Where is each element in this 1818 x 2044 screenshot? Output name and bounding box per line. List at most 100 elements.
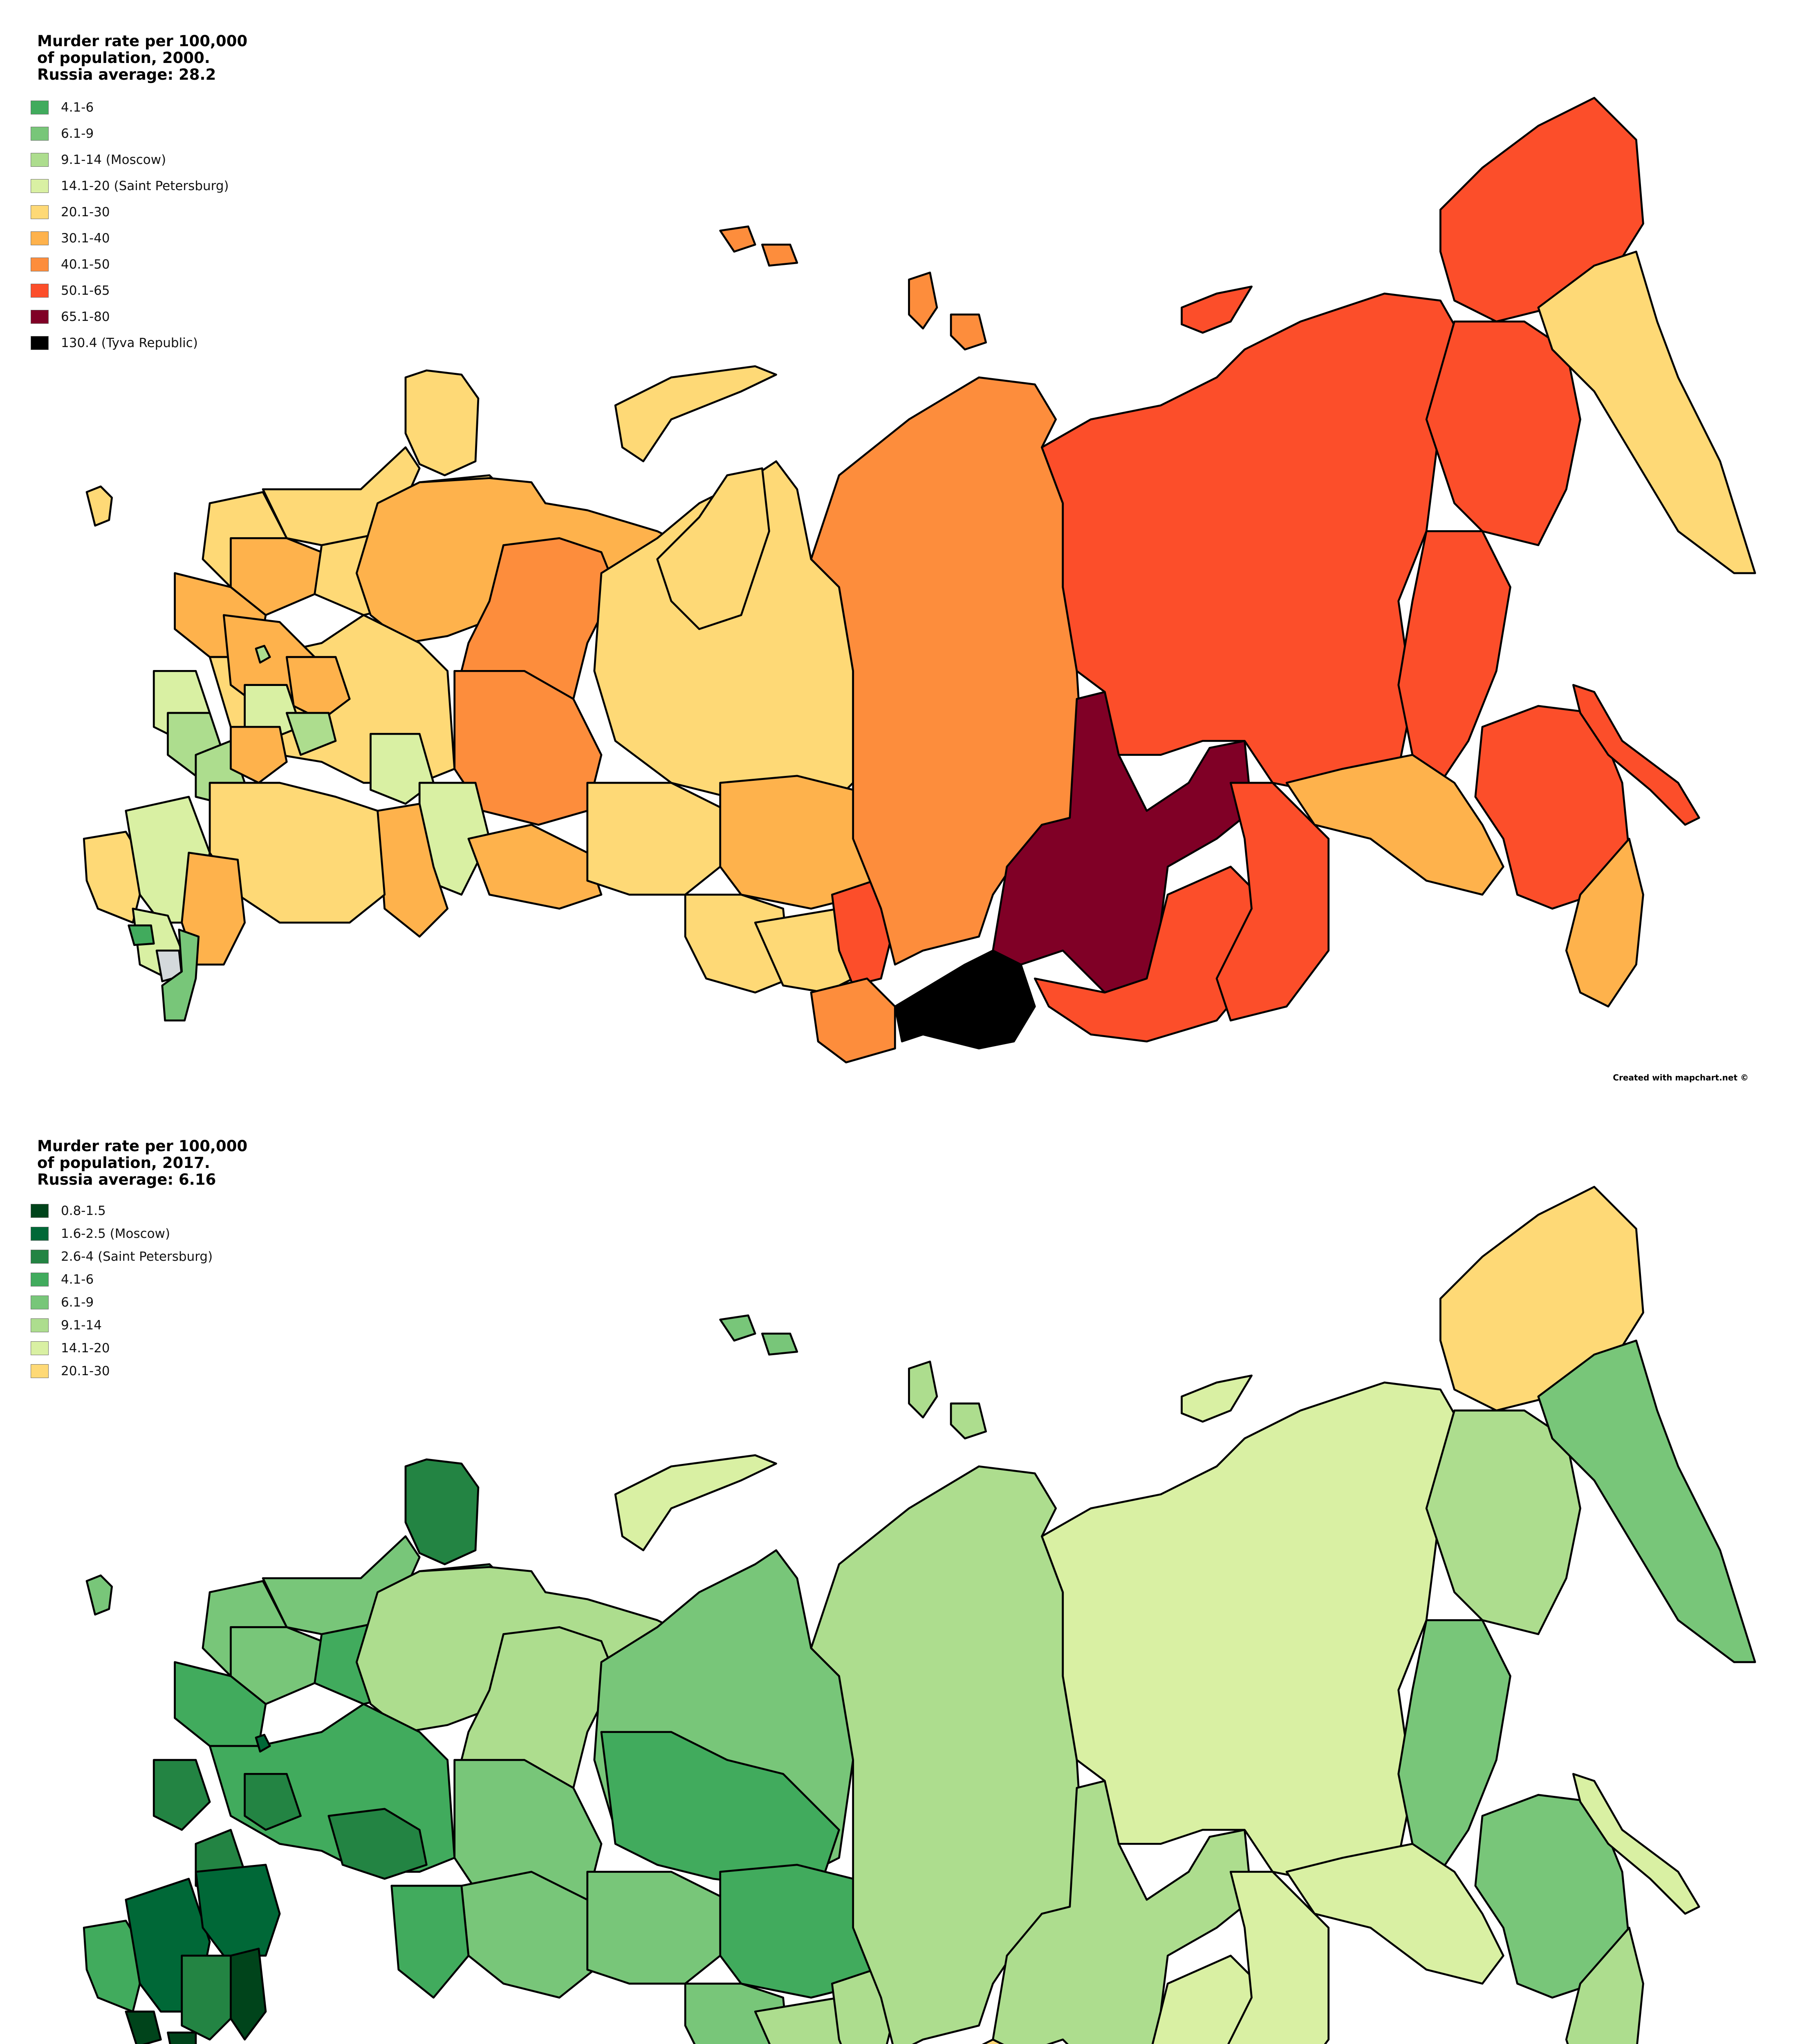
legend-swatch xyxy=(31,101,49,114)
region xyxy=(719,225,756,253)
map-panel-2017: Murder rate per 100,000 of population, 2… xyxy=(0,1103,1818,2044)
legend-item: 20.1-30 xyxy=(31,199,284,225)
region xyxy=(1215,782,1330,1022)
region xyxy=(230,1948,267,2041)
region xyxy=(1537,1339,1756,1663)
legend-label: 2.6-4 (Saint Petersburg) xyxy=(61,1249,213,1264)
legend-swatch xyxy=(31,1318,49,1332)
region xyxy=(85,1574,113,1616)
region xyxy=(1565,1927,1644,2044)
region-tyva xyxy=(982,2038,1004,2044)
region xyxy=(754,1997,850,2044)
legend-label: 50.1-65 xyxy=(61,283,110,298)
region xyxy=(761,244,798,267)
region xyxy=(908,1360,938,1419)
region xyxy=(586,1871,729,1985)
legend-label: 6.1-9 xyxy=(61,1295,94,1310)
region xyxy=(1181,285,1253,334)
region xyxy=(1572,684,1700,826)
legend-label: 65.1-80 xyxy=(61,309,110,324)
region xyxy=(656,467,770,630)
legend-swatch xyxy=(31,179,49,193)
legend-item: 20.1-30 xyxy=(31,1360,284,1383)
region xyxy=(950,1402,987,1440)
region xyxy=(85,485,113,527)
region xyxy=(1439,1186,1644,1412)
legend-2017: Murder rate per 100,000 of population, 2… xyxy=(31,1138,284,1383)
legend-label: 4.1-6 xyxy=(61,100,94,115)
region xyxy=(255,645,271,664)
legend-item: 1.6-2.5 (Moscow) xyxy=(31,1222,284,1245)
region xyxy=(1397,530,1511,784)
region xyxy=(719,1314,756,1342)
region xyxy=(614,1454,777,1551)
legend-swatch xyxy=(31,1227,49,1241)
region xyxy=(1397,1619,1511,1873)
russia-map-2000 xyxy=(83,96,1756,1064)
legend-label: 14.1-20 (Saint Petersburg) xyxy=(61,179,229,193)
region xyxy=(327,1808,428,1880)
region-tyva xyxy=(894,949,1036,1050)
region xyxy=(1425,320,1581,547)
region xyxy=(255,1734,271,1753)
legend-label: 130.4 (Tyva Republic) xyxy=(61,336,198,350)
legend-item: 0.8-1.5 xyxy=(31,1199,284,1222)
legend-item: 65.1-80 xyxy=(31,304,284,330)
legend-swatch xyxy=(31,153,49,167)
region xyxy=(460,1871,596,1999)
region xyxy=(1572,1773,1700,1915)
region xyxy=(404,1458,480,1565)
region xyxy=(152,1759,211,1831)
region xyxy=(1227,1871,1330,2044)
legend-label: 4.1-6 xyxy=(61,1272,94,1287)
legend-label: 20.1-30 xyxy=(61,1364,110,1378)
legend-label: 1.6-2.5 (Moscow) xyxy=(61,1226,170,1241)
region xyxy=(684,894,791,994)
region xyxy=(1285,754,1504,896)
legend-label: 30.1-40 xyxy=(61,231,110,246)
region xyxy=(1425,1409,1581,1635)
legend-swatch xyxy=(31,258,49,271)
region xyxy=(244,1773,302,1831)
legend-swatch xyxy=(31,1250,49,1264)
legend-label: 9.1-14 xyxy=(61,1318,102,1333)
region xyxy=(810,977,896,1064)
legend-swatch xyxy=(31,231,49,245)
region xyxy=(1565,838,1644,1008)
region xyxy=(377,802,449,938)
legend-item: 9.1-14 (Moscow) xyxy=(31,147,284,173)
legend-label: 40.1-50 xyxy=(61,257,110,272)
legend-swatch xyxy=(31,336,49,350)
legend-swatch xyxy=(31,205,49,219)
legend-title-2017: Murder rate per 100,000 of population, 2… xyxy=(37,1137,248,1188)
legend-swatch xyxy=(31,1341,49,1355)
region xyxy=(908,271,938,329)
region xyxy=(181,1954,239,2041)
legend-item: 50.1-65 xyxy=(31,278,284,304)
region xyxy=(167,2031,197,2044)
legend-label: 20.1-30 xyxy=(61,205,110,220)
region xyxy=(161,928,200,1022)
region xyxy=(992,691,1253,994)
legend-title-2000: Murder rate per 100,000 of population, 2… xyxy=(37,32,248,83)
region xyxy=(467,824,603,910)
region xyxy=(761,1332,798,1356)
legend-label: 9.1-14 (Moscow) xyxy=(61,152,166,167)
region xyxy=(950,313,987,351)
region xyxy=(83,831,148,924)
legend-item: 2.6-4 (Saint Petersburg) xyxy=(31,1245,284,1268)
legend-item: 14.1-20 (Saint Petersburg) xyxy=(31,173,284,199)
region xyxy=(992,1780,1253,2044)
legend-item: 30.1-40 xyxy=(31,225,284,251)
region xyxy=(285,656,351,721)
legend-item: 4.1-6 xyxy=(31,94,284,121)
region xyxy=(1537,251,1756,574)
region xyxy=(125,2010,162,2044)
legend-item: 40.1-50 xyxy=(31,251,284,278)
region xyxy=(614,365,777,462)
legend-label: 14.1-20 xyxy=(61,1341,110,1356)
legend-swatch xyxy=(31,127,49,141)
region xyxy=(390,1885,470,1999)
legend-swatch xyxy=(31,1273,49,1286)
watermark-2000: Created with mapchart.net © xyxy=(1613,1073,1749,1083)
